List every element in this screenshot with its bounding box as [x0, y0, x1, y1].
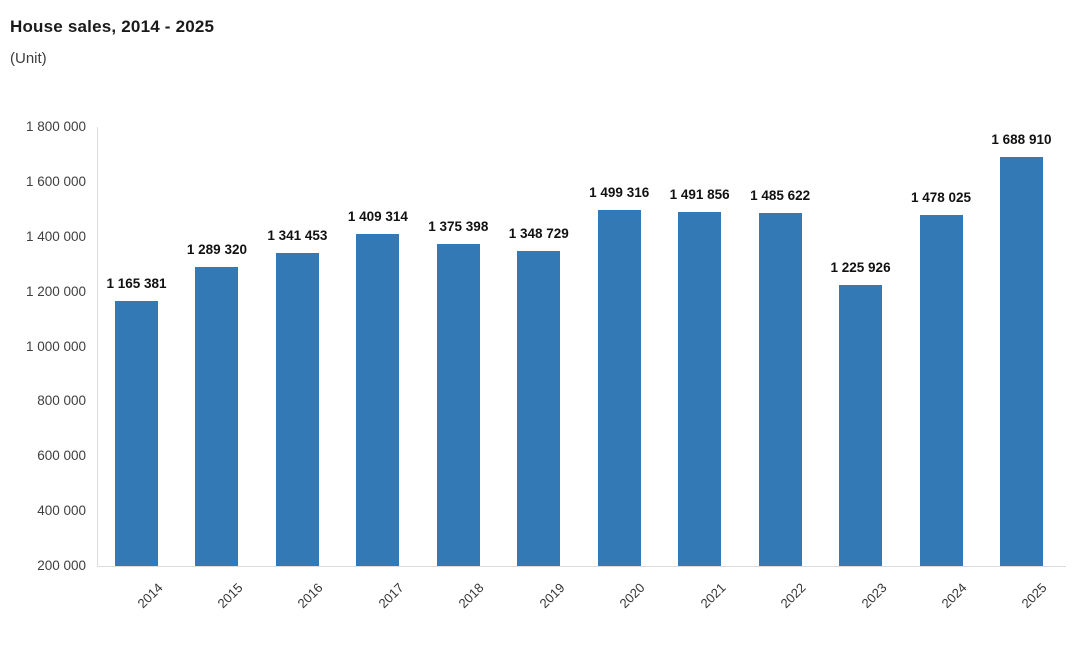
chart-unit-subtitle: (Unit)	[10, 50, 47, 67]
bar-value-label: 1 688 910	[991, 132, 1052, 148]
x-tick-label: 2017	[375, 580, 407, 612]
x-tick-label: 2020	[616, 580, 648, 612]
bar-2018	[436, 243, 480, 566]
y-tick-label: 1 000 000	[25, 338, 86, 354]
x-tick-label: 2016	[294, 580, 326, 612]
bar-2021	[678, 211, 722, 566]
x-tick-label: 2014	[134, 580, 166, 612]
bar-2019	[517, 250, 561, 566]
bar-value-label: 1 491 856	[669, 186, 730, 202]
bar-2024	[919, 215, 963, 566]
bar-value-label: 1 348 729	[508, 225, 569, 241]
bar-value-label: 1 165 381	[106, 276, 167, 292]
bar-value-label: 1 225 926	[830, 259, 891, 275]
y-tick-label: 400 000	[37, 503, 86, 519]
y-tick-label: 1 400 000	[25, 228, 86, 244]
x-tick-label: 2018	[455, 580, 487, 612]
y-tick-label: 1 600 000	[25, 173, 86, 189]
x-tick-label: 2022	[777, 580, 809, 612]
chart-title: House sales, 2014 - 2025	[10, 17, 215, 36]
bar-2022	[758, 213, 802, 566]
x-tick-label: 2015	[214, 580, 246, 612]
x-axis-line	[97, 566, 1066, 567]
bar-2020	[597, 209, 641, 566]
x-tick-label: 2023	[858, 580, 890, 612]
y-tick-label: 600 000	[37, 448, 86, 464]
y-tick-label: 200 000	[37, 558, 86, 573]
bar-value-label: 1 499 316	[589, 184, 650, 200]
bar-value-label: 1 485 622	[750, 188, 811, 204]
x-tick-label: 2025	[1018, 580, 1051, 612]
y-tick-label: 1 800 000	[25, 119, 86, 134]
y-tick-label: 800 000	[37, 393, 86, 409]
bar-2014	[115, 301, 158, 566]
bar-2016	[275, 252, 319, 566]
bar-value-label: 1 409 314	[347, 209, 408, 225]
bar-value-label: 1 289 320	[186, 242, 247, 258]
bar-2023	[839, 284, 883, 566]
bar-2017	[356, 234, 400, 566]
y-axis-line	[97, 127, 98, 567]
x-tick-label: 2019	[536, 580, 568, 612]
bar-value-label: 1 341 453	[267, 227, 328, 243]
x-tick-label: 2021	[697, 580, 729, 612]
bar-value-label: 1 375 398	[428, 218, 489, 234]
y-tick-label: 1 200 000	[25, 283, 86, 299]
bar-2025	[999, 157, 1043, 566]
bar-value-label: 1 478 025	[910, 190, 972, 206]
x-tick-label: 2024	[938, 580, 970, 612]
bar-2015	[195, 267, 239, 566]
